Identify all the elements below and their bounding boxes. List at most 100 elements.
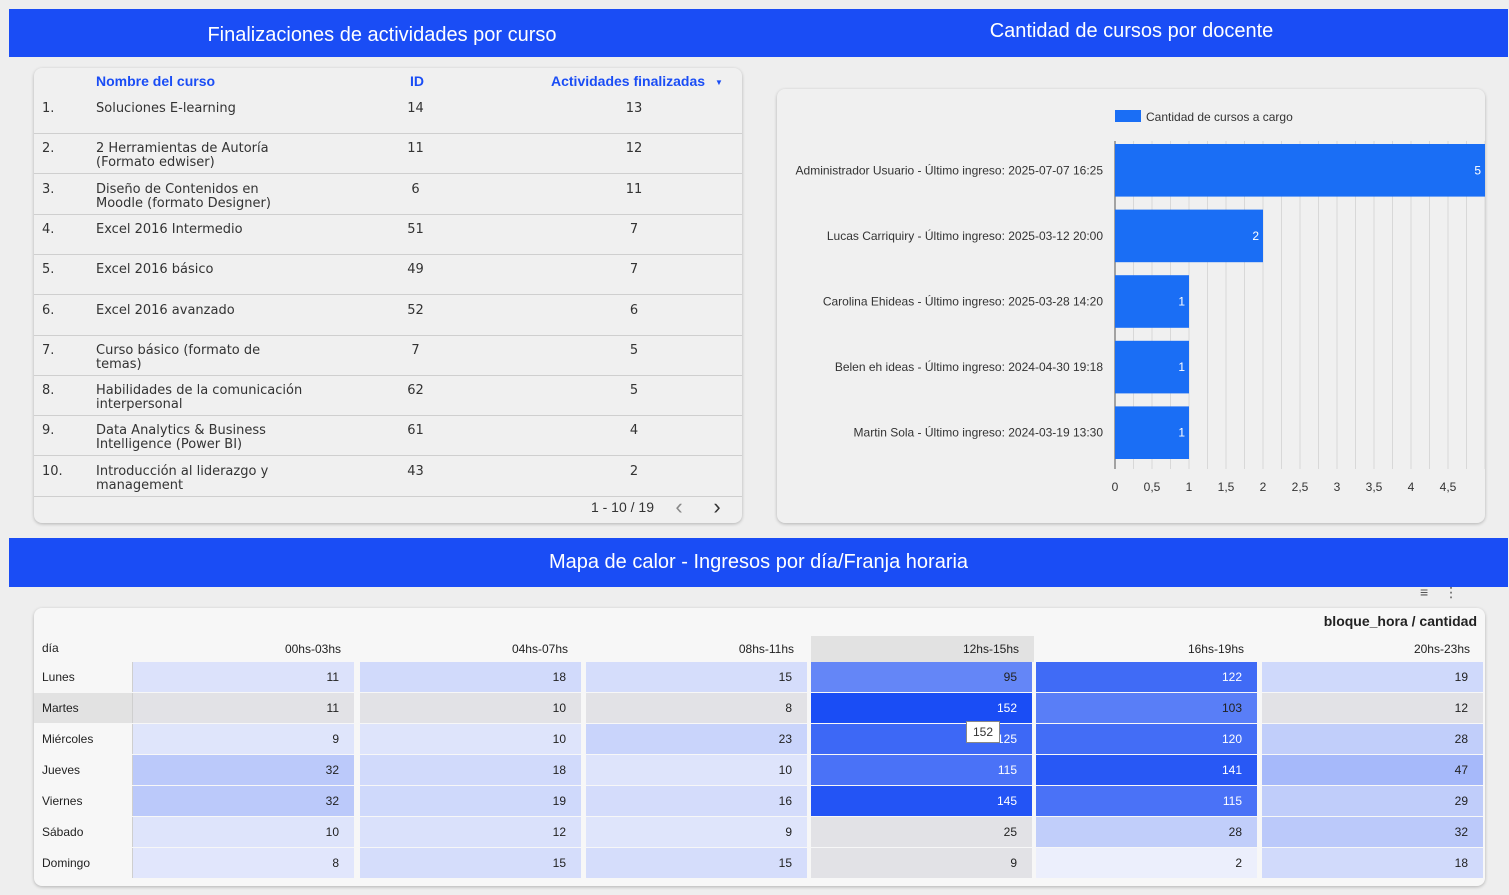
heatmap-cell[interactable]: 32 xyxy=(133,755,354,785)
heatmap-cell[interactable]: 19 xyxy=(1262,662,1483,692)
x-tick-label: 2 xyxy=(1260,480,1267,494)
table-row[interactable]: 8. Habilidades de la comunicación interpe… xyxy=(34,376,742,417)
table-row[interactable]: 2. 2 Herramientas de Autoría (Formato edw… xyxy=(34,134,742,175)
heatmap-cell[interactable]: 115 xyxy=(1036,786,1257,816)
heatmap-cell[interactable]: 10 xyxy=(133,817,354,847)
table-row[interactable]: 5. Excel 2016 básico 49 7 xyxy=(34,255,742,296)
heatmap-cell[interactable]: 15 xyxy=(360,848,581,878)
heatmap-cell[interactable]: 18 xyxy=(1262,848,1483,878)
heatmap-cell[interactable]: 18 xyxy=(360,755,581,785)
heatmap-cell[interactable]: 10 xyxy=(586,755,807,785)
row-number: 3. xyxy=(42,181,55,197)
heatmap-cell[interactable]: 9 xyxy=(133,724,354,754)
heatmap-column-header[interactable]: 16hs-19hs xyxy=(1187,642,1244,656)
column-id[interactable]: ID xyxy=(410,73,424,89)
course-name: Excel 2016 avanzado xyxy=(96,302,235,318)
table-row[interactable]: 10. Introducción al liderazgo y managemen… xyxy=(34,457,742,497)
teachers-header: Cantidad de cursos por docente xyxy=(755,9,1508,57)
course-name: Data Analytics & Business Intelligence (… xyxy=(96,423,266,453)
heatmap-cell[interactable]: 115 xyxy=(811,755,1032,785)
bar xyxy=(1115,275,1189,328)
heatmap-cell[interactable]: 10 xyxy=(360,724,581,754)
bar-category-label: Lucas Carriquiry - Último ingreso: 2025-… xyxy=(827,228,1103,243)
column-activities-done[interactable]: Actividades finalizadas ▼ xyxy=(551,73,723,89)
heatmap-cell[interactable]: 2 xyxy=(1036,848,1257,878)
bar xyxy=(1115,144,1485,197)
heatmap-cell[interactable]: 9 xyxy=(586,817,807,847)
x-tick-label: 4 xyxy=(1408,480,1415,494)
pagination-label: 1 - 10 / 19 xyxy=(590,499,654,515)
course-name: Habilidades de la comunicación interpers… xyxy=(96,383,303,413)
course-id: 61 xyxy=(407,423,424,439)
heatmap-cell[interactable]: 32 xyxy=(1262,817,1483,847)
activities-done: 5 xyxy=(629,342,639,358)
heatmap-day-label: Lunes xyxy=(34,662,133,692)
bar-category-label: Martin Sola - Último ingreso: 2024-03-19… xyxy=(854,425,1104,440)
row-number: 5. xyxy=(42,262,55,278)
heatmap-column-header[interactable]: 00hs-03hs xyxy=(284,642,341,656)
legend-swatch xyxy=(1115,110,1141,122)
column-course-name[interactable]: Nombre del curso xyxy=(96,73,216,89)
table-row[interactable]: 6. Excel 2016 avanzado 52 6 xyxy=(34,296,742,336)
heatmap-cell[interactable]: 29 xyxy=(1262,786,1483,816)
filter-icon[interactable]: ≡ xyxy=(1420,584,1429,600)
row-number: 8. xyxy=(42,383,55,399)
next-page-button[interactable]: › xyxy=(704,494,730,519)
prev-page-button[interactable]: ‹ xyxy=(666,494,692,519)
heatmap-day-label: Martes xyxy=(34,693,133,723)
heatmap-cell[interactable]: 11 xyxy=(133,662,354,692)
heatmap-cell[interactable]: 23 xyxy=(586,724,807,754)
heatmap-cell[interactable]: 8 xyxy=(586,693,807,723)
heatmap-cell[interactable]: 32 xyxy=(133,786,354,816)
bar-value-label: 1 xyxy=(1178,295,1185,309)
heatmap-header: Mapa de calor - Ingresos por día/Franja … xyxy=(9,538,1508,587)
heatmap-cell[interactable]: 95 xyxy=(811,662,1032,692)
heatmap-cell[interactable]: 15 xyxy=(586,848,807,878)
heatmap-cell[interactable]: 10 xyxy=(360,693,581,723)
heatmap-column-header[interactable]: 12hs-15hs xyxy=(811,636,1034,662)
heatmap-cell[interactable]: 11 xyxy=(133,693,354,723)
heatmap-column-header[interactable]: 20hs-23hs xyxy=(1413,642,1470,656)
heatmap-cell[interactable]: 28 xyxy=(1036,817,1257,847)
heatmap-cell[interactable]: 15 xyxy=(586,662,807,692)
heatmap-cell[interactable]: 47 xyxy=(1262,755,1483,785)
table-row[interactable]: 1. Soluciones E-learning 14 13 xyxy=(34,94,742,134)
heatmap-cell[interactable]: 103 xyxy=(1036,693,1257,723)
heatmap-cell[interactable]: 19 xyxy=(360,786,581,816)
heatmap-cell[interactable]: 152 xyxy=(811,693,1032,723)
course-id: 52 xyxy=(407,302,424,318)
heatmap-cell[interactable]: 120 xyxy=(1036,724,1257,754)
course-name: 2 Herramientas de Autoría (Formato edwis… xyxy=(96,141,269,171)
teachers-bar-chart: Cantidad de cursos a cargo 5 Administrador… xyxy=(777,89,1485,523)
row-number: 4. xyxy=(42,221,55,237)
table-row[interactable]: 3. Diseño de Contenidos en Moodle (format… xyxy=(34,175,742,215)
heatmap-cell[interactable]: 145 xyxy=(811,786,1032,816)
heatmap-cell[interactable]: 25 xyxy=(811,817,1032,847)
more-vert-icon[interactable]: ⋮ xyxy=(1444,584,1459,600)
heatmap-cell[interactable]: 16 xyxy=(586,786,807,816)
activities-done: 7 xyxy=(629,221,639,237)
chevron-right-icon: › xyxy=(713,494,721,519)
heatmap-cell[interactable]: 9 xyxy=(811,848,1032,878)
bar-category-label: Carolina Ehideas - Último ingreso: 2025-… xyxy=(823,294,1103,309)
table-row[interactable]: 9. Data Analytics & Business Intelligence… xyxy=(34,416,742,457)
heatmap-cell[interactable]: 8 xyxy=(133,848,354,878)
heatmap-column-header[interactable]: 04hs-07hs xyxy=(511,642,568,656)
heatmap-cell[interactable]: 12 xyxy=(1262,693,1483,723)
heatmap-column-header[interactable]: 08hs-11hs xyxy=(738,642,794,656)
table-row[interactable]: 7. Curso básico (formato de temas) 7 5 xyxy=(34,336,742,376)
bar-chart-svg: Cantidad de cursos a cargo 5 Administrador… xyxy=(796,110,1485,494)
teachers-header-title: Cantidad de cursos por docente xyxy=(989,20,1274,42)
heatmap-cell[interactable]: 122 xyxy=(1036,662,1257,692)
heatmap-tools: ≡ ⋮ xyxy=(1420,584,1458,601)
x-tick-label: 3 xyxy=(1334,480,1341,494)
heatmap-table: bloque_hora / cantidad día 00hs-03hs 04hs-… xyxy=(34,608,1485,886)
heatmap-cell[interactable]: 28 xyxy=(1262,724,1483,754)
table-row[interactable]: 4. Excel 2016 Intermedio 51 7 xyxy=(34,215,742,255)
course-id: 14 xyxy=(407,101,424,116)
heatmap-cell[interactable]: 141 xyxy=(1036,755,1257,785)
heatmap-cell[interactable]: 18 xyxy=(360,662,581,692)
course-id: 43 xyxy=(407,463,424,479)
heatmap-cell[interactable]: 12 xyxy=(360,817,581,847)
course-id: 6 xyxy=(411,181,420,197)
